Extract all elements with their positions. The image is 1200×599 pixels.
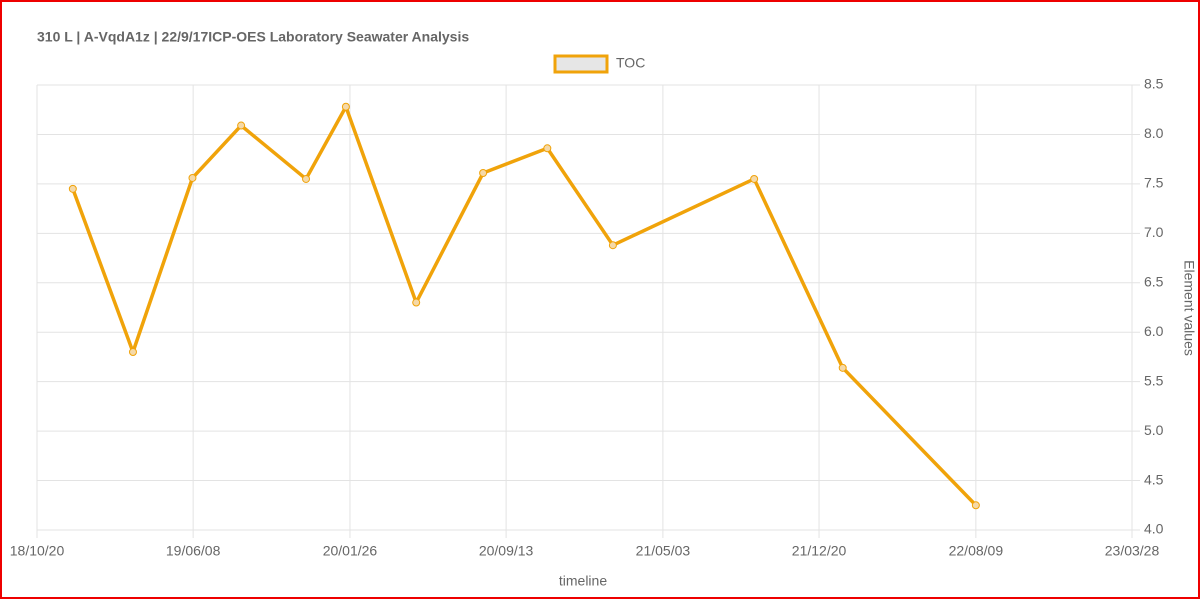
y-tick-label: 4.0 bbox=[1144, 521, 1164, 537]
chart-title: 310 L | A-VqdA1z | 22/9/17ICP-OES Labora… bbox=[37, 29, 469, 45]
point bbox=[479, 169, 488, 178]
point bbox=[302, 174, 311, 183]
y-tick-label: 7.5 bbox=[1144, 175, 1164, 191]
x-tick-label: 22/08/09 bbox=[949, 543, 1004, 559]
x-tick-label: 21/12/20 bbox=[792, 543, 847, 559]
y-tick-label: 6.5 bbox=[1144, 273, 1164, 289]
x-tick-label: 21/05/03 bbox=[636, 543, 691, 559]
x-tick-label: 23/03/28 bbox=[1105, 543, 1160, 559]
y-tick-label: 5.5 bbox=[1144, 372, 1164, 388]
x-tick-label: 18/10/20 bbox=[10, 543, 65, 559]
point bbox=[237, 121, 246, 130]
y-tick-label: 4.5 bbox=[1144, 471, 1164, 487]
x-tick-label: 20/01/26 bbox=[323, 543, 378, 559]
point bbox=[412, 298, 421, 307]
legend-label: TOC bbox=[616, 55, 645, 71]
x-axis-title: timeline bbox=[559, 573, 607, 589]
point bbox=[608, 241, 617, 250]
x-tick-label: 19/06/08 bbox=[166, 543, 221, 559]
legend-swatch bbox=[553, 54, 609, 74]
x-tick-label: 20/09/13 bbox=[479, 543, 534, 559]
point bbox=[341, 102, 350, 111]
line bbox=[71, 105, 978, 507]
point bbox=[971, 501, 980, 510]
y-tick-label: 8.0 bbox=[1144, 125, 1164, 141]
y-tick-label: 8.5 bbox=[1144, 76, 1164, 92]
y-tick-label: 5.0 bbox=[1144, 422, 1164, 438]
point bbox=[68, 184, 77, 193]
point bbox=[188, 173, 197, 182]
point bbox=[838, 363, 847, 372]
y-axis-title: Element values bbox=[1181, 260, 1197, 356]
point bbox=[543, 144, 552, 153]
y-tick-label: 7.0 bbox=[1144, 224, 1164, 240]
point bbox=[750, 174, 759, 183]
point bbox=[128, 348, 137, 356]
y-tick-label: 6.0 bbox=[1144, 323, 1164, 339]
